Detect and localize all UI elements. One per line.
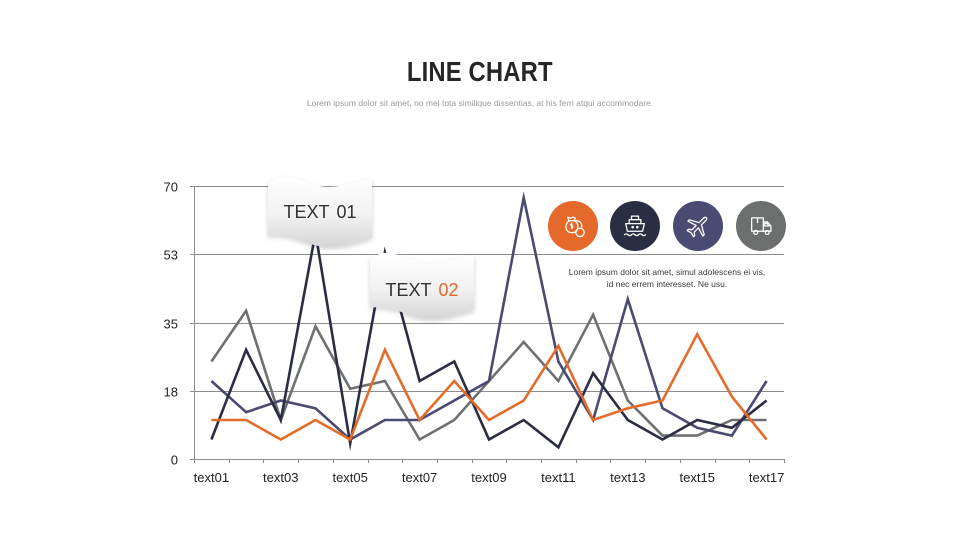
description-line-2: id nec errem interesset. Ne usu.: [606, 279, 728, 289]
series-line: [210, 191, 768, 442]
x-tick-label: text09: [471, 470, 506, 485]
x-tick-label: text05: [332, 470, 367, 485]
x-tick-label: text11: [541, 470, 575, 485]
ship-icon: [623, 215, 647, 237]
money-bag-badge: [548, 201, 598, 251]
description-line-1: Lorem ipsum dolor sit amet, simul adoles…: [568, 267, 766, 277]
x-tick-label: text07: [402, 470, 437, 485]
series-line: [210, 225, 768, 452]
series-line: [211, 331, 768, 442]
y-axis-labels: 0 18 35 53 70: [164, 180, 178, 468]
icons-description: Lorem ipsum dolor sit amet, simul adoles…: [547, 266, 787, 290]
x-tick-label: text13: [610, 470, 645, 485]
series-lines: [210, 191, 768, 452]
y-tick-label: 18: [164, 385, 178, 400]
axes: [190, 186, 785, 463]
airplane-icon: [686, 216, 708, 238]
x-tick-label: text01: [194, 470, 229, 485]
ship-badge: [610, 201, 660, 251]
truck-icon: [751, 217, 772, 236]
x-axis-labels: text01 text03 text05 text07 text09 text11 text…: [194, 470, 785, 485]
y-tick-label: 70: [164, 180, 178, 195]
y-tick-label: 35: [164, 317, 178, 332]
page-title: LINE CHART: [407, 56, 553, 87]
x-tick-label: text03: [263, 470, 298, 485]
money-bag-icon: [565, 216, 585, 238]
x-tick-label: text15: [680, 470, 715, 485]
y-tick-label: 53: [164, 248, 178, 263]
truck-badge: [736, 201, 786, 251]
airplane-badge: [673, 201, 723, 251]
page-subtitle: Lorem ipsum dolor sit amet, no mel tota …: [306, 98, 654, 108]
y-tick-label: 0: [171, 453, 178, 468]
title-block: LINE CHART: [0, 58, 960, 91]
x-tick-label: text17: [749, 470, 784, 485]
